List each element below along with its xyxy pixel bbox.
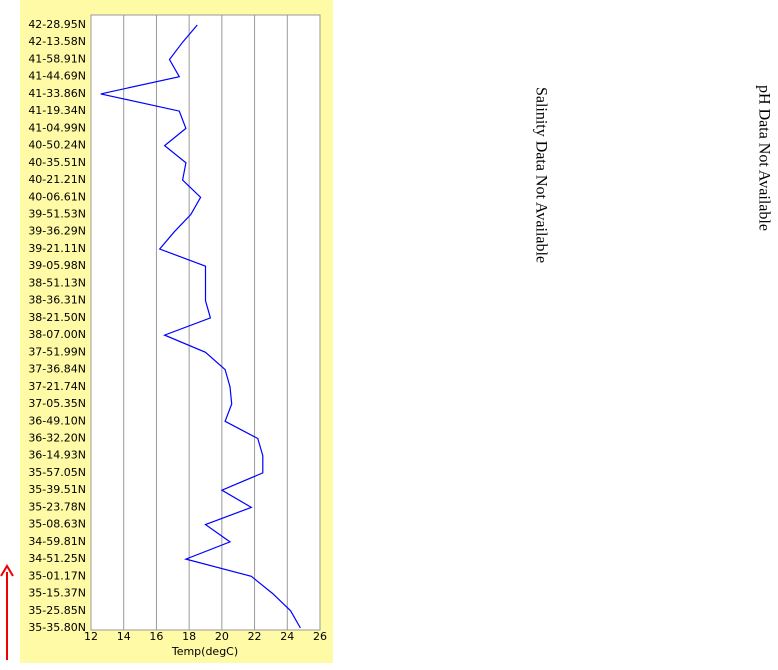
y-tick-label: 35-57.05N xyxy=(28,466,86,479)
x-tick-label: 20 xyxy=(215,630,229,643)
y-tick-label: 42-28.95N xyxy=(28,18,86,31)
x-tick-label: 14 xyxy=(117,630,131,643)
arrow-head xyxy=(0,564,14,577)
y-tick-label: 41-19.34N xyxy=(28,104,86,117)
y-tick-label: 35-35.80N xyxy=(28,621,86,634)
y-tick-label: 39-36.29N xyxy=(28,225,86,238)
y-tick-label: 39-21.11N xyxy=(28,242,86,255)
x-tick-label: 24 xyxy=(280,630,294,643)
x-tick-label: 16 xyxy=(149,630,163,643)
y-tick-label: 36-49.10N xyxy=(28,414,86,427)
y-tick-label: 36-14.93N xyxy=(28,449,86,462)
y-tick-label: 41-04.99N xyxy=(28,121,86,134)
x-tick-label: 12 xyxy=(84,630,98,643)
plot-area xyxy=(90,14,321,631)
y-tick-label: 34-51.25N xyxy=(28,552,86,565)
y-tick-label: 37-51.99N xyxy=(28,345,86,358)
y-tick-label: 39-51.53N xyxy=(28,208,86,221)
y-tick-label: 40-06.61N xyxy=(28,190,86,203)
salinity-note: Salinity Data Not Available xyxy=(532,87,549,263)
y-tick-label: 40-50.24N xyxy=(28,139,86,152)
y-tick-label: 35-23.78N xyxy=(28,500,86,513)
x-tick-label: 26 xyxy=(313,630,327,643)
y-tick-label: 41-44.69N xyxy=(28,70,86,83)
y-tick-label: 37-36.84N xyxy=(28,363,86,376)
y-tick-label: 37-05.35N xyxy=(28,397,86,410)
y-tick-label: 41-33.86N xyxy=(28,87,86,100)
y-tick-label: 40-35.51N xyxy=(28,156,86,169)
y-tick-label: 37-21.74N xyxy=(28,380,86,393)
y-tick-label: 38-36.31N xyxy=(28,294,86,307)
y-tick-label: 38-07.00N xyxy=(28,328,86,341)
ph-note: pH Data Not Available xyxy=(755,85,772,231)
y-tick-label: 34-59.81N xyxy=(28,535,86,548)
y-tick-label: 36-32.20N xyxy=(28,431,86,444)
y-tick-label: 40-21.21N xyxy=(28,173,86,186)
y-tick-label: 38-51.13N xyxy=(28,276,86,289)
temp-line xyxy=(100,24,301,629)
x-axis-title: Temp(degC) xyxy=(171,645,238,658)
x-tick-label: 22 xyxy=(248,630,262,643)
y-tick-label: 39-05.98N xyxy=(28,259,86,272)
y-tick-label: 42-13.58N xyxy=(28,35,86,48)
y-tick-label: 38-21.50N xyxy=(28,311,86,324)
y-tick-label: 35-01.17N xyxy=(28,569,86,582)
y-tick-label: 35-08.63N xyxy=(28,518,86,531)
x-tick-label: 18 xyxy=(182,630,196,643)
y-tick-label: 41-58.91N xyxy=(28,52,86,65)
y-tick-label: 35-39.51N xyxy=(28,483,86,496)
y-tick-label: 35-25.85N xyxy=(28,604,86,617)
y-tick-label: 35-15.37N xyxy=(28,587,86,600)
